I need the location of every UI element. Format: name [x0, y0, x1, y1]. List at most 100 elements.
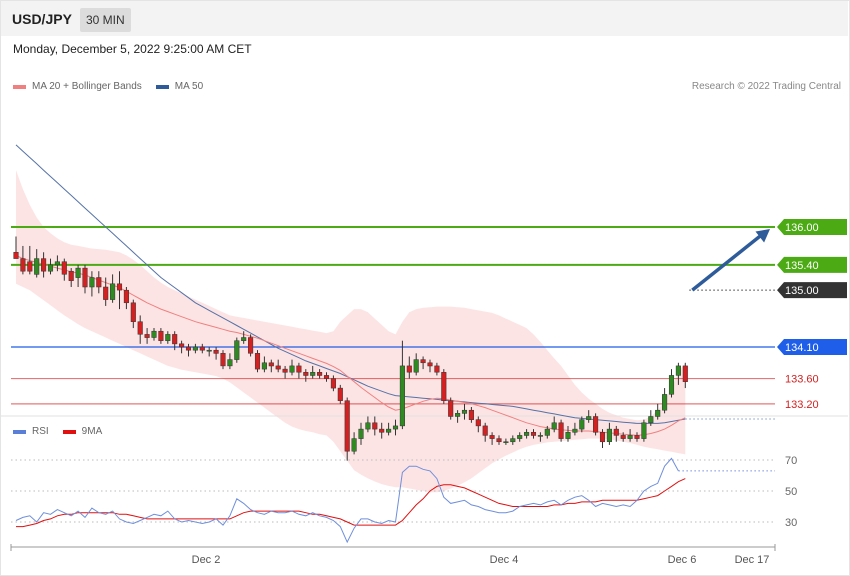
- x-tick-label: Dec 6: [668, 554, 697, 566]
- candle-body: [158, 330, 164, 341]
- candle-body: [137, 321, 143, 335]
- candle-body: [296, 365, 302, 373]
- ma20-swatch-icon: [13, 84, 26, 89]
- candle-body: [386, 428, 392, 433]
- candle-body: [537, 435, 543, 437]
- candle-body: [551, 422, 557, 430]
- datetime-label: Monday, December 5, 2022 9:25:00 AM CET: [13, 42, 252, 56]
- candle-body: [524, 432, 530, 436]
- candle-body: [627, 435, 633, 439]
- candle-body: [434, 365, 440, 373]
- candle-body: [662, 394, 668, 411]
- rsi-swatch-icon: [13, 429, 26, 434]
- price-tag-134.10: [777, 339, 847, 355]
- candle-body: [192, 346, 198, 351]
- price-tag-136.00: [777, 219, 847, 235]
- candle-body: [96, 277, 102, 288]
- candle-body: [185, 346, 192, 351]
- price-tag-135.40: [777, 256, 847, 273]
- candle-body: [220, 353, 226, 367]
- candle-body: [234, 340, 240, 360]
- candle-body: [123, 289, 129, 304]
- bollinger-band-area: [16, 170, 686, 493]
- candle-body: [358, 428, 364, 439]
- ma50-line: [15, 144, 686, 424]
- candle-body: [317, 372, 323, 376]
- candle-body: [199, 346, 205, 351]
- candle-body: [392, 425, 399, 430]
- candle-body: [248, 337, 254, 354]
- candle-body: [206, 349, 212, 352]
- symbol-title: USD/JPY: [12, 11, 72, 27]
- main-legend: MA 20 + Bollinger Bands MA 50: [13, 81, 211, 92]
- price-tag-label: 135.40: [785, 260, 819, 272]
- candle-body: [82, 267, 88, 288]
- candle-body: [179, 343, 185, 348]
- candle-body: [496, 438, 502, 443]
- candle-body: [613, 428, 619, 436]
- candle-body: [510, 438, 516, 443]
- candle-body: [468, 409, 474, 420]
- candle-body: [103, 286, 109, 300]
- legend-item-ma50: MA 50: [155, 81, 203, 92]
- candle-body: [337, 387, 343, 401]
- candle-body: [365, 422, 371, 430]
- rsi-9ma-line: [16, 478, 686, 528]
- candle-body: [399, 365, 405, 427]
- candle-body: [475, 419, 481, 427]
- candle-body: [461, 409, 468, 414]
- candle-body: [489, 435, 495, 439]
- candle-body: [68, 270, 74, 281]
- price-level-label: 133.20: [785, 399, 819, 411]
- candle-body: [303, 372, 309, 376]
- candle-body: [655, 409, 661, 417]
- candle-body: [448, 400, 454, 417]
- legend-item-rsi: RSI: [13, 426, 49, 437]
- candle-body: [75, 267, 81, 278]
- candle-body: [455, 413, 461, 417]
- candle-body: [427, 362, 433, 367]
- candle-body: [130, 302, 136, 322]
- legend-item-9ma: 9MA: [62, 426, 102, 437]
- candle-body: [586, 416, 592, 420]
- candle-body: [268, 362, 274, 367]
- legend-ma20-label: MA 20 + Bollinger Bands: [32, 81, 142, 92]
- candle-body: [599, 432, 606, 443]
- 9ma-swatch-icon: [62, 429, 76, 434]
- candle-body: [641, 422, 647, 439]
- candle-body: [116, 283, 123, 291]
- candle-body: [227, 359, 233, 367]
- candle-body: [530, 432, 537, 436]
- forecast-arrow-line: [691, 231, 766, 292]
- rsi-level-label: 30: [785, 517, 797, 529]
- price-level-label: 133.60: [785, 374, 819, 386]
- price-tag-label: 136.00: [785, 222, 819, 234]
- candle-body: [351, 438, 357, 452]
- candle-body: [420, 359, 426, 364]
- candle-body: [682, 365, 688, 382]
- price-tag-label: 135.00: [785, 285, 819, 297]
- candle-body: [565, 432, 571, 439]
- candle-body: [165, 334, 171, 341]
- candle-body: [593, 416, 599, 433]
- candle-body: [441, 372, 447, 401]
- rsi-line: [15, 457, 679, 544]
- candle-body: [344, 400, 350, 452]
- candle-body: [34, 258, 40, 275]
- candle-body: [261, 362, 267, 370]
- ma50-swatch-icon: [155, 84, 169, 89]
- candle-body: [372, 422, 378, 430]
- legend-item-ma20: MA 20 + Bollinger Bands: [13, 81, 142, 92]
- candle-body: [517, 435, 523, 439]
- timeframe-button[interactable]: 30 MIN: [80, 8, 131, 32]
- candle-body: [406, 365, 412, 373]
- candle-body: [675, 365, 681, 376]
- candle-body: [310, 372, 316, 376]
- candle-body: [413, 359, 419, 373]
- candle-body: [323, 375, 330, 379]
- candle-body: [503, 441, 509, 443]
- price-tag-label: 134.10: [785, 342, 819, 354]
- x-tick-label: Dec 17: [735, 554, 770, 566]
- candle-body: [648, 416, 654, 424]
